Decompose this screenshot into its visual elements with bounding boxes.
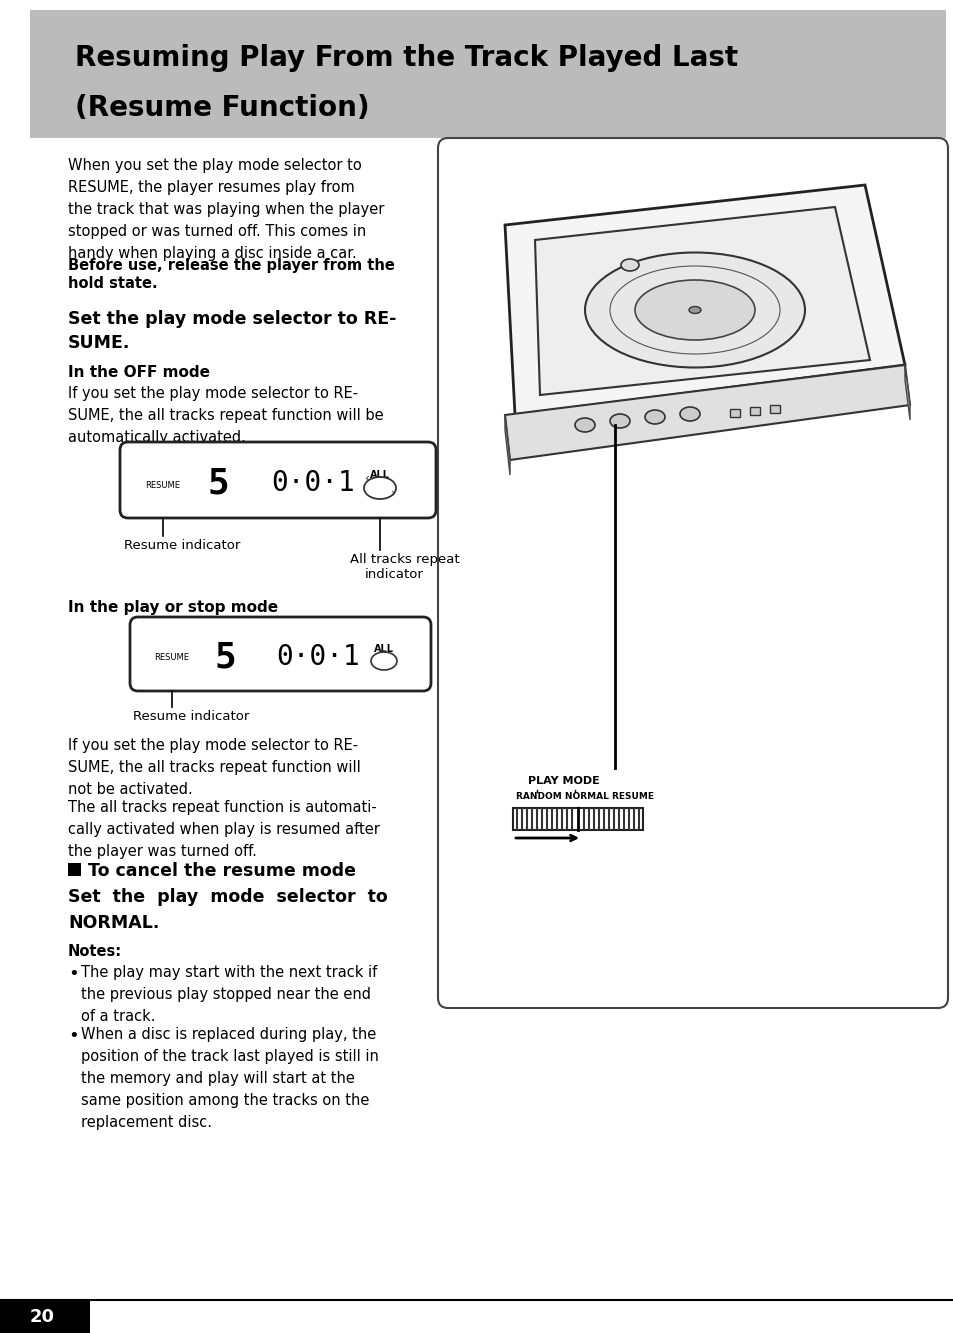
FancyBboxPatch shape: [437, 139, 947, 1008]
FancyBboxPatch shape: [68, 862, 81, 876]
Text: NORMAL.: NORMAL.: [68, 914, 159, 932]
Polygon shape: [504, 185, 904, 415]
Text: RESUME: RESUME: [146, 480, 180, 489]
Text: In the play or stop mode: In the play or stop mode: [68, 600, 278, 615]
Text: hold state.: hold state.: [68, 276, 157, 291]
Ellipse shape: [584, 252, 804, 368]
Text: All tracks repeat: All tracks repeat: [350, 553, 459, 567]
Polygon shape: [504, 365, 909, 460]
Text: Before use, release the player from the: Before use, release the player from the: [68, 259, 395, 273]
Polygon shape: [504, 415, 510, 475]
FancyBboxPatch shape: [729, 409, 740, 417]
Text: Notes:: Notes:: [68, 944, 122, 958]
Text: Set the play mode selector to RE-: Set the play mode selector to RE-: [68, 311, 396, 328]
Text: If you set the play mode selector to RE-
SUME, the all tracks repeat function wi: If you set the play mode selector to RE-…: [68, 738, 360, 797]
Text: ALL: ALL: [370, 471, 390, 480]
Text: RESUME: RESUME: [154, 653, 190, 663]
Ellipse shape: [635, 280, 754, 340]
Text: SUME.: SUME.: [68, 335, 131, 352]
Text: 5: 5: [213, 640, 235, 674]
FancyBboxPatch shape: [30, 11, 945, 139]
Text: When a disc is replaced during play, the
position of the track last played is st: When a disc is replaced during play, the…: [81, 1026, 378, 1130]
Text: 0·0·1: 0·0·1: [275, 643, 359, 670]
Text: In the OFF mode: In the OFF mode: [68, 365, 210, 380]
Text: 20: 20: [30, 1308, 54, 1326]
Text: Set  the  play  mode  selector  to: Set the play mode selector to: [68, 888, 387, 906]
Polygon shape: [535, 207, 869, 395]
Ellipse shape: [688, 307, 700, 313]
Text: (Resume Function): (Resume Function): [75, 95, 369, 123]
FancyBboxPatch shape: [120, 443, 436, 519]
Text: •: •: [68, 965, 79, 982]
Text: 5: 5: [207, 467, 229, 500]
Ellipse shape: [644, 411, 664, 424]
Text: Resume indicator: Resume indicator: [132, 710, 249, 722]
Text: ›: ›: [390, 487, 395, 500]
FancyBboxPatch shape: [0, 1300, 90, 1333]
Polygon shape: [904, 365, 909, 420]
Text: •: •: [68, 1026, 79, 1045]
FancyBboxPatch shape: [749, 407, 760, 415]
Text: 0·0·1: 0·0·1: [271, 469, 355, 497]
Text: The play may start with the next track if
the previous play stopped near the end: The play may start with the next track i…: [81, 965, 376, 1024]
Text: RANDOM NORMAL RESUME: RANDOM NORMAL RESUME: [516, 792, 654, 801]
Ellipse shape: [609, 415, 629, 428]
Ellipse shape: [575, 419, 595, 432]
Text: To cancel the resume mode: To cancel the resume mode: [88, 862, 355, 880]
FancyBboxPatch shape: [574, 809, 581, 829]
Text: If you set the play mode selector to RE-
SUME, the all tracks repeat function wi: If you set the play mode selector to RE-…: [68, 387, 383, 445]
FancyBboxPatch shape: [769, 405, 780, 413]
Text: Resume indicator: Resume indicator: [124, 539, 240, 552]
Text: Resuming Play From the Track Played Last: Resuming Play From the Track Played Last: [75, 44, 738, 72]
FancyBboxPatch shape: [130, 617, 431, 690]
Text: ‹: ‹: [365, 472, 370, 484]
Text: indicator: indicator: [365, 568, 423, 581]
Text: When you set the play mode selector to
RESUME, the player resumes play from
the : When you set the play mode selector to R…: [68, 159, 384, 261]
Ellipse shape: [679, 407, 700, 421]
Text: The all tracks repeat function is automati-
cally activated when play is resumed: The all tracks repeat function is automa…: [68, 800, 379, 858]
Ellipse shape: [620, 259, 639, 271]
FancyBboxPatch shape: [513, 808, 642, 830]
Text: ALL: ALL: [374, 644, 394, 655]
Text: PLAY MODE: PLAY MODE: [527, 776, 599, 786]
